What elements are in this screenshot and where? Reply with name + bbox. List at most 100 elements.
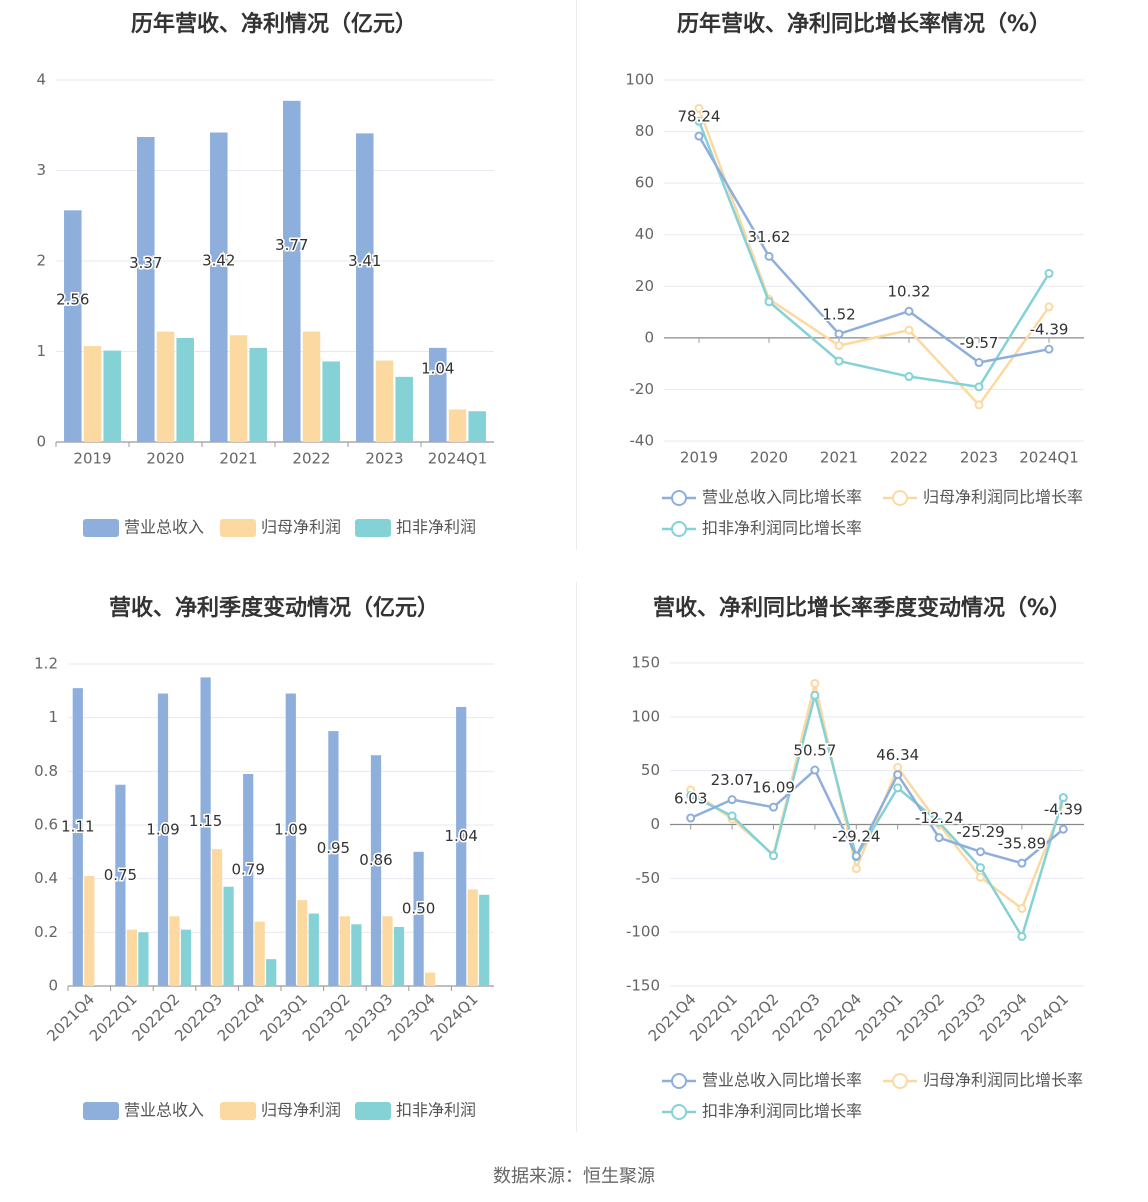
deducted-profit-bar — [266, 959, 277, 986]
revenue-growth-point — [851, 851, 861, 861]
revenue-growth-point — [1044, 344, 1054, 354]
y-tick-label: -40 — [630, 432, 655, 450]
net-profit-growth-point — [810, 678, 820, 688]
revenue-value-label: 3.77 — [275, 236, 308, 254]
net-profit-growth-point — [893, 762, 903, 772]
revenue-bar — [72, 688, 83, 986]
revenue-bar — [64, 210, 82, 442]
net-profit-legend-label: 归母净利润同比增长率 — [923, 488, 1083, 507]
x-tick-label: 2022 — [890, 449, 928, 467]
deducted-profit-legend-marker — [671, 1104, 687, 1120]
deducted-profit-growth-point — [1058, 793, 1068, 803]
net-profit-bar — [156, 331, 175, 442]
deducted-profit-bar — [249, 347, 267, 442]
deducted-profit-bar — [351, 924, 362, 986]
deducted-profit-legend-swatch — [355, 519, 391, 537]
revenue-growth-point — [976, 847, 985, 857]
x-tick-label: 2020 — [146, 450, 184, 468]
chart-title: 营收、净利季度变动情况（亿元） — [109, 595, 439, 621]
data-source-note: 数据来源：恒生聚源 — [493, 1166, 655, 1187]
deducted-profit-bar — [138, 932, 149, 986]
revenue-growth-value-label: 10.32 — [888, 283, 931, 301]
y-tick-label: 0.4 — [34, 869, 58, 887]
revenue-growth-value-label: 6.03 — [674, 790, 707, 808]
revenue-growth-point — [934, 833, 944, 843]
quarterly-growth-rate-chart: 营收、净利同比增长率季度变动情况（%） -150 -100 -50 0 50 100 150 2… — [626, 595, 1084, 1121]
deducted-profit-legend-label: 扣非净利润 — [396, 1101, 476, 1120]
revenue-growth-value-label: 1.52 — [822, 305, 855, 323]
deducted-profit-bar — [223, 886, 234, 986]
y-tick-label: 60 — [635, 174, 654, 192]
y-tick-label: 2 — [36, 252, 46, 270]
annual-revenue-profit-chart: 历年营收、净利情况（亿元） 0 1 2 3 4 2019 2020 2021 2022 2023 20… — [36, 11, 494, 537]
revenue-bar — [210, 132, 228, 443]
x-tick-label: 2021 — [219, 450, 257, 468]
revenue-growth-value-label: -9.57 — [960, 334, 999, 352]
quarterly-revenue-profit-chart: 营收、净利季度变动情况（亿元）00.20.40.60.811.22021Q420… — [34, 595, 494, 1120]
annual-bar-chart-panel: 历年营收、净利情况（亿元） 0 1 2 3 4 2019 2020 2021 2022 2023 20… — [0, 0, 574, 584]
net-profit-legend-marker — [892, 490, 908, 506]
net-profit-bar — [382, 916, 393, 986]
panel-divider-bottom — [576, 582, 577, 1132]
revenue-value-label: 0.86 — [359, 851, 392, 869]
x-tick-label: 2019 — [680, 449, 718, 467]
revenue-growth-point — [764, 251, 774, 261]
net-profit-bar — [169, 916, 180, 986]
revenue-value-label: 1.04 — [421, 359, 454, 377]
y-tick-label: 0.8 — [34, 762, 58, 780]
revenue-legend-label: 营业总收入 — [124, 518, 204, 537]
x-tick-label: 2024Q1 — [1019, 449, 1079, 467]
net-profit-bar — [229, 335, 248, 442]
y-tick-label: 20 — [635, 277, 654, 295]
revenue-growth-value-label: 50.57 — [793, 742, 836, 760]
deducted-profit-legend-marker — [671, 521, 687, 537]
x-tick-label: 2024Q1 — [427, 990, 482, 1045]
revenue-legend-marker — [671, 1073, 687, 1089]
revenue-growth-value-label: -25.29 — [956, 823, 1004, 841]
revenue-growth-value-label: 31.62 — [748, 228, 791, 246]
net-profit-growth-point — [1044, 302, 1054, 312]
deducted-profit-growth-line — [690, 694, 1065, 938]
annual-growth-rate-chart: 历年营收、净利同比增长率情况（%） -40 -20 0 20 40 60 80 100 2019 2… — [625, 11, 1084, 538]
net-profit-legend-label: 归母净利润 — [261, 518, 341, 537]
revenue-growth-value-label: -35.89 — [998, 835, 1046, 853]
revenue-growth-value-label: 23.07 — [711, 771, 754, 789]
quarterly-growth-chart-panel: 营收、净利同比增长率季度变动情况（%） -150 -100 -50 0 50 100 150 2… — [574, 584, 1148, 1168]
net-profit-bar — [211, 849, 223, 986]
deducted-profit-growth-point — [834, 356, 844, 366]
revenue-bar — [429, 347, 447, 442]
revenue-bar — [243, 774, 254, 986]
deducted-profit-bar — [308, 913, 319, 986]
revenue-value-label: 2.56 — [56, 291, 89, 309]
revenue-bar — [356, 133, 374, 442]
revenue-growth-value-label: -4.39 — [1030, 321, 1069, 339]
deducted-profit-growth-point — [694, 116, 704, 126]
net-profit-legend-label: 归母净利润 — [261, 1101, 341, 1120]
deducted-profit-growth-point — [893, 783, 903, 793]
deducted-profit-growth-point — [1017, 931, 1027, 941]
revenue-legend-label: 营业总收入 — [124, 1101, 204, 1120]
deducted-profit-bar — [322, 361, 340, 442]
x-tick-label: 2022 — [292, 450, 330, 468]
revenue-growth-point — [727, 795, 737, 805]
y-tick-label: 150 — [631, 654, 660, 672]
revenue-value-label: 1.04 — [444, 827, 477, 845]
deducted-profit-bar — [103, 350, 121, 442]
net-profit-growth-point — [904, 325, 914, 335]
revenue-growth-value-label: 46.34 — [876, 746, 919, 764]
y-tick-label: 50 — [641, 761, 660, 779]
x-tick-label: 2024Q1 — [428, 450, 488, 468]
deducted-profit-growth-point — [764, 297, 774, 307]
revenue-growth-point — [1058, 824, 1068, 834]
revenue-legend-swatch — [83, 519, 119, 537]
net-profit-bar — [254, 921, 265, 986]
revenue-bar — [370, 755, 382, 986]
deducted-profit-growth-point — [769, 851, 778, 861]
deducted-profit-legend-label: 扣非净利润 — [396, 518, 476, 537]
revenue-value-label: 1.15 — [189, 812, 222, 830]
y-tick-label: 1 — [48, 708, 58, 726]
revenue-legend-label: 营业总收入同比增长率 — [702, 488, 862, 507]
revenue-legend-swatch — [83, 1102, 119, 1120]
chart-title: 历年营收、净利情况（亿元） — [131, 11, 417, 37]
revenue-bar — [413, 851, 424, 986]
